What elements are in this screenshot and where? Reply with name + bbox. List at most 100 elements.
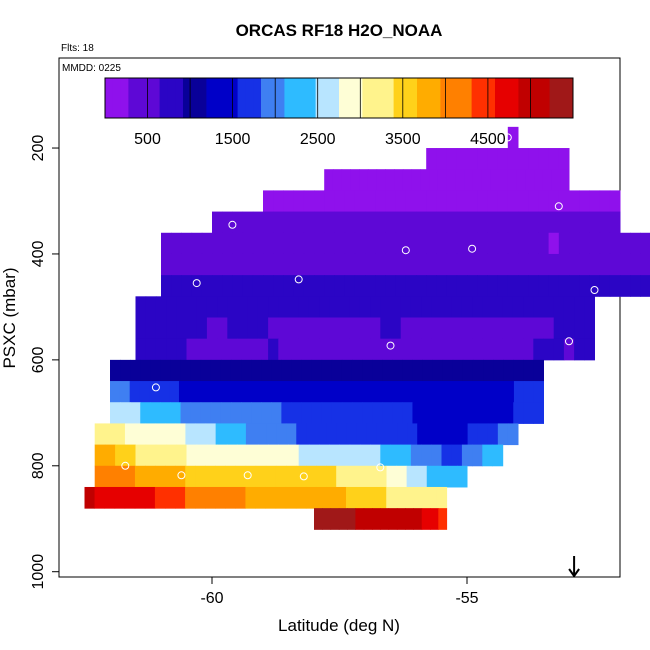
heatmap-cell xyxy=(114,486,126,509)
heatmap-cell xyxy=(150,359,161,382)
heatmap-cell xyxy=(166,296,177,318)
heatmap-cell xyxy=(232,211,244,234)
heatmap-cell xyxy=(553,296,565,318)
heatmap-cell xyxy=(129,381,141,403)
x-axis: -60 -55 xyxy=(200,577,479,607)
heatmap-cell xyxy=(336,381,347,403)
heatmap-cell xyxy=(548,211,560,234)
heatmap-cell xyxy=(265,486,277,509)
heatmap-cell xyxy=(293,190,305,213)
heatmap-cell xyxy=(336,465,347,488)
heatmap-cell xyxy=(120,402,131,424)
y-tick-label: 1000 xyxy=(30,554,47,590)
sample-point xyxy=(177,471,186,480)
heatmap-cell xyxy=(181,232,193,255)
heatmap-cell xyxy=(263,190,274,213)
y-axis: 200 400 600 800 1000 xyxy=(30,135,60,590)
heatmap-cell xyxy=(518,211,529,234)
heatmap-cell xyxy=(329,317,340,340)
heatmap-cell xyxy=(507,169,518,191)
heatmap-cell xyxy=(390,296,402,318)
heatmap-cell xyxy=(341,402,353,424)
heatmap-cell xyxy=(446,148,458,170)
heatmap-cell xyxy=(297,381,308,403)
heatmap-cell xyxy=(265,465,277,488)
heatmap-cell xyxy=(456,275,468,297)
heatmap-cell xyxy=(499,169,509,191)
heatmap-cell xyxy=(416,486,427,509)
heatmap-cell xyxy=(155,444,167,467)
heatmap-cell xyxy=(452,359,464,382)
heatmap-cell xyxy=(316,381,328,403)
heatmap-cell xyxy=(400,296,412,318)
heatmap-cell xyxy=(538,253,550,276)
heatmap-cell xyxy=(349,444,361,467)
heatmap-cell xyxy=(477,253,488,276)
heatmap-cell xyxy=(599,232,611,255)
heatmap-cell xyxy=(528,190,539,213)
heatmap-cell xyxy=(335,486,347,509)
heatmap-cell xyxy=(237,338,249,361)
heatmap-cell xyxy=(497,423,509,446)
sample-point xyxy=(121,461,130,470)
heatmap-cell xyxy=(421,508,431,530)
heatmap-cell xyxy=(630,275,641,297)
heatmap-cell xyxy=(186,444,198,467)
heatmap-cell xyxy=(454,381,466,403)
heatmap-cell xyxy=(370,296,381,318)
heatmap-cell xyxy=(538,232,550,255)
heatmap-cell xyxy=(155,296,167,318)
sample-point xyxy=(554,202,563,211)
heatmap-cell xyxy=(574,317,585,340)
heatmap-cell xyxy=(273,232,284,255)
heatmap-cell xyxy=(210,359,222,382)
heatmap-cell xyxy=(287,381,298,403)
heatmap-cell xyxy=(130,359,141,382)
heatmap-cell xyxy=(400,338,412,361)
colorbar-segment xyxy=(144,78,153,118)
heatmap-cell xyxy=(334,253,346,276)
heatmap-cell xyxy=(169,381,180,403)
heatmap-cell xyxy=(350,169,360,191)
heatmap-cell xyxy=(344,232,356,255)
heatmap-cell xyxy=(283,253,295,276)
heatmap-cell xyxy=(507,275,519,297)
heatmap-cell xyxy=(324,169,334,191)
heatmap-cell xyxy=(548,275,560,297)
heatmap-cell xyxy=(186,317,198,340)
heatmap-cell xyxy=(446,275,458,297)
sample-point xyxy=(503,133,512,142)
heatmap-cell xyxy=(316,423,328,446)
colorbar-segment xyxy=(370,78,379,118)
heatmap-cell xyxy=(220,402,232,424)
heatmap-cell xyxy=(324,190,335,213)
heatmap-cell xyxy=(227,444,238,467)
heatmap-cell xyxy=(523,402,534,424)
heatmap-cell xyxy=(252,275,264,297)
sample-point xyxy=(228,540,237,549)
heatmap-cell xyxy=(314,190,325,213)
colorbar-segment xyxy=(456,78,465,118)
heatmap-cell xyxy=(212,232,223,255)
heatmap-cell xyxy=(251,359,262,382)
heatmap-cell xyxy=(543,338,555,361)
x-tick-label: -55 xyxy=(455,590,478,607)
heatmap-cell xyxy=(367,169,378,191)
heatmap-cell xyxy=(396,508,406,530)
colorbar-segment xyxy=(229,78,239,118)
heatmap-cell xyxy=(205,465,216,488)
heatmap-cell xyxy=(195,423,207,446)
colorbar-segment xyxy=(479,78,488,118)
heatmap-cell xyxy=(196,444,208,467)
colorbar-frame xyxy=(104,77,574,119)
heatmap-cell xyxy=(558,275,570,297)
heatmap-cell xyxy=(533,296,544,318)
colorbar-tick-label: 2500 xyxy=(300,131,336,148)
heatmap-cell xyxy=(354,253,366,276)
heatmap-cell xyxy=(467,148,478,170)
heatmap-cell xyxy=(416,275,427,297)
colorbar-segment xyxy=(487,78,496,118)
heatmap-cell xyxy=(518,148,529,170)
heatmap-cell xyxy=(330,508,340,530)
heatmap-cell xyxy=(436,232,448,255)
